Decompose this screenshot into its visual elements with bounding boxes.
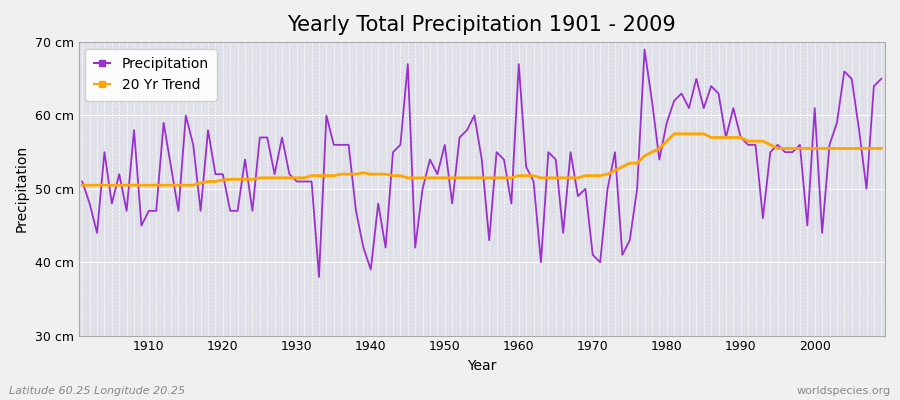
Text: worldspecies.org: worldspecies.org [796,386,891,396]
Title: Yearly Total Precipitation 1901 - 2009: Yearly Total Precipitation 1901 - 2009 [287,15,676,35]
Text: Latitude 60.25 Longitude 20.25: Latitude 60.25 Longitude 20.25 [9,386,185,396]
Y-axis label: Precipitation: Precipitation [15,145,29,232]
Legend: Precipitation, 20 Yr Trend: Precipitation, 20 Yr Trend [86,49,217,101]
X-axis label: Year: Year [467,359,497,373]
